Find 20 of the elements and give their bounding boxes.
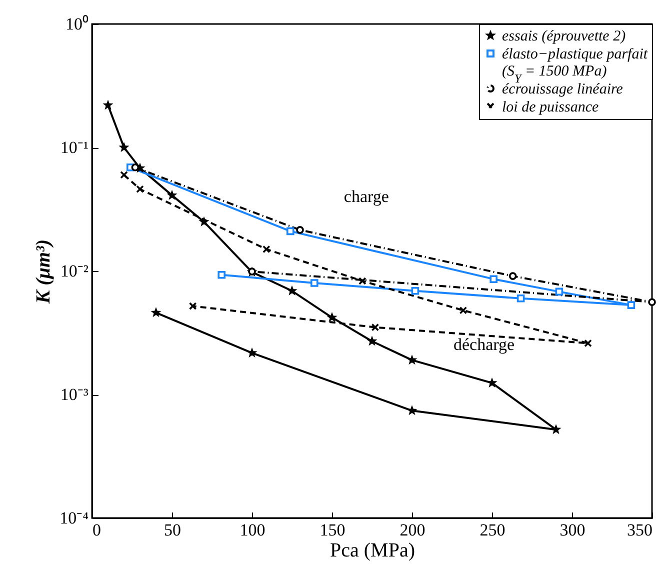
legend-label: loi de puissance xyxy=(502,100,599,116)
x-axis-title: Pca (MPa) xyxy=(330,540,415,562)
y-tick-label: 10⁻¹ xyxy=(60,138,88,157)
legend-label: écrouissage linéaire xyxy=(502,82,624,98)
y-tick-label: 10⁻² xyxy=(60,262,88,280)
y-tick-label: 10⁻³ xyxy=(60,385,88,404)
x-tick-label: 350 xyxy=(627,520,652,540)
x-tick-label: 0 xyxy=(92,520,101,540)
x-tick-label: 100 xyxy=(240,520,266,540)
x-tick-label: 300 xyxy=(560,520,586,540)
x-tick-label: 200 xyxy=(400,520,426,540)
y-axis-title: K (μm³) xyxy=(32,239,55,305)
x-tick-label: 250 xyxy=(480,520,506,540)
annotation: décharge xyxy=(453,335,515,354)
legend-label: essais (éprouvette 2) xyxy=(502,28,626,44)
annotation: charge xyxy=(344,186,389,206)
x-tick-label: 50 xyxy=(164,520,181,540)
y-tick-label: 10⁻⁴ xyxy=(60,508,89,528)
y-tick-label: 10⁰ xyxy=(66,14,88,34)
x-tick-label: 150 xyxy=(320,520,346,540)
